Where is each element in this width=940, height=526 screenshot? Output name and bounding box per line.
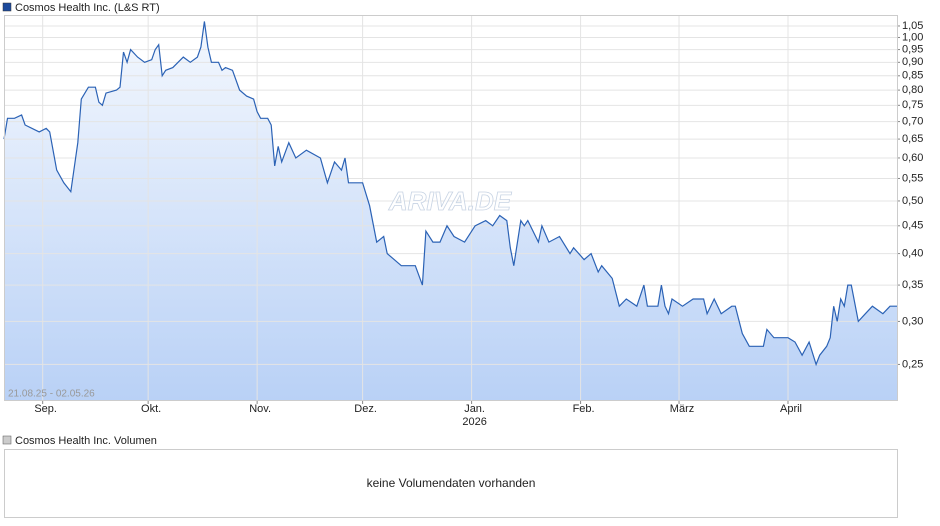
y-tick-label: 0,80 <box>902 84 923 96</box>
y-tick-label: 0,35 <box>902 279 923 291</box>
y-tick-label: 0,30 <box>902 315 923 327</box>
price-line <box>3 21 897 367</box>
volume-title: Cosmos Health Inc. Volumen <box>15 435 157 447</box>
y-tick-label: 1,00 <box>902 31 923 43</box>
x-tick-label: Nov. <box>249 403 271 415</box>
x-year-label: 2026 <box>462 416 486 428</box>
y-tick-label: 0,75 <box>902 99 923 111</box>
volume-message: keine Volumendaten vorhanden <box>367 476 536 490</box>
legend-swatch <box>2 2 12 12</box>
y-tick-label: 0,65 <box>902 133 923 145</box>
y-tick-label: 0,55 <box>902 172 923 184</box>
x-tick-label: April <box>780 403 802 415</box>
range-label: 21.08.25 - 02.05.26 <box>8 389 95 400</box>
legend-label: Cosmos Health Inc. (L&S RT) <box>15 2 160 14</box>
x-tick-label: März <box>670 403 694 415</box>
y-tick-label: 0,45 <box>902 220 923 232</box>
volume-box <box>4 449 898 518</box>
y-tick-label: 0,90 <box>902 56 923 68</box>
x-tick-label: Sep. <box>34 403 57 415</box>
plot: 0,25 0,30 0,35 0,40 0,45 0,50 0,55 0,60 0,65 0,70… <box>3 15 923 428</box>
x-tick-label: Jan. <box>464 403 485 415</box>
y-tick-label: 1,05 <box>902 20 923 32</box>
x-tick-label: Feb. <box>573 403 595 415</box>
y-tick-label: 0,25 <box>902 358 923 370</box>
plot-frame <box>4 15 898 401</box>
y-tick-label: 0,50 <box>902 195 923 207</box>
watermark: ARIVA.DE <box>388 186 512 216</box>
x-tick-label: Okt. <box>141 403 161 415</box>
volume-swatch <box>2 435 12 445</box>
y-tick-label: 0,95 <box>902 43 923 55</box>
y-tick-label: 0,60 <box>902 152 923 164</box>
y-tick-label: 0,85 <box>902 70 923 82</box>
price-area <box>4 21 897 400</box>
x-tick-label: Dez. <box>354 403 377 415</box>
y-tick-label: 0,70 <box>902 116 923 128</box>
y-tick-label: 0,40 <box>902 247 923 259</box>
